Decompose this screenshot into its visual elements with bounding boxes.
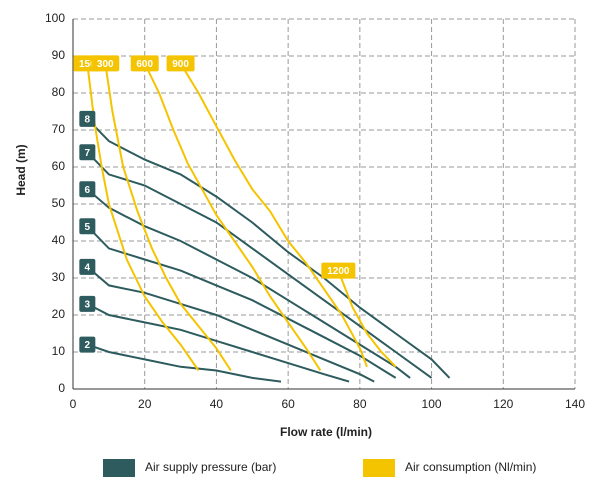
series-line bbox=[86, 63, 200, 372]
series-line bbox=[86, 188, 411, 379]
y-tick-label: 70 bbox=[52, 122, 66, 136]
series-tag-box bbox=[79, 295, 96, 312]
x-tick-label: 20 bbox=[138, 397, 152, 411]
series-tag: 1200 bbox=[327, 266, 350, 277]
series-tag: 3 bbox=[85, 300, 91, 311]
y-tick-label: 30 bbox=[52, 270, 66, 284]
series-tag: 8 bbox=[85, 115, 91, 126]
series-tag: 4 bbox=[85, 263, 91, 274]
series-tag-box bbox=[79, 181, 96, 198]
y-tick-label: 90 bbox=[52, 48, 66, 62]
y-tick-label: 20 bbox=[52, 307, 66, 321]
x-tick-label: 40 bbox=[210, 397, 224, 411]
y-tick-label: 40 bbox=[52, 233, 66, 247]
legend-label: Air supply pressure (bar) bbox=[145, 460, 276, 474]
series-line bbox=[143, 62, 322, 372]
series-tag: 300 bbox=[97, 59, 114, 70]
series-line bbox=[86, 151, 433, 379]
x-tick-label: 60 bbox=[281, 397, 295, 411]
series-tag-box bbox=[79, 336, 96, 353]
y-tick-label: 50 bbox=[52, 196, 66, 210]
legend-label: Air consumption (Nl/min) bbox=[405, 460, 536, 474]
x-tick-label: 100 bbox=[422, 397, 442, 411]
legend-swatch bbox=[103, 459, 135, 477]
legend-swatch bbox=[363, 459, 395, 477]
series-line bbox=[86, 266, 375, 383]
series-tag-box bbox=[79, 144, 96, 161]
y-tick-label: 100 bbox=[45, 11, 65, 25]
series-tag: 150 bbox=[79, 59, 96, 70]
y-tick-label: 10 bbox=[52, 344, 66, 358]
series-line bbox=[86, 118, 451, 379]
series-tag-box bbox=[91, 55, 120, 72]
series-tag: 900 bbox=[172, 59, 189, 70]
series-line bbox=[104, 63, 232, 372]
series-tag: 6 bbox=[85, 185, 91, 196]
series-tag-box bbox=[130, 55, 159, 72]
series-tag-box bbox=[321, 262, 356, 279]
series-tag-box bbox=[79, 218, 96, 235]
series-tag-box bbox=[79, 258, 96, 275]
series-line bbox=[86, 303, 350, 383]
series-tag: 5 bbox=[85, 222, 91, 233]
series-tag-box bbox=[79, 110, 96, 127]
series-tag-box bbox=[166, 55, 195, 72]
y-axis-title: Head (m) bbox=[14, 144, 28, 195]
y-tick-label: 0 bbox=[58, 381, 65, 395]
y-tick-label: 80 bbox=[52, 85, 66, 99]
x-tick-label: 120 bbox=[493, 397, 513, 411]
series-tag: 7 bbox=[85, 148, 91, 159]
x-axis-title: Flow rate (l/min) bbox=[280, 425, 372, 439]
series-line bbox=[179, 62, 368, 368]
series-tag: 2 bbox=[85, 340, 91, 351]
series-tag: 600 bbox=[136, 59, 153, 70]
series-line bbox=[86, 343, 282, 383]
x-tick-label: 0 bbox=[70, 397, 77, 411]
x-tick-label: 80 bbox=[353, 397, 367, 411]
x-tick-label: 140 bbox=[565, 397, 585, 411]
y-tick-label: 60 bbox=[52, 159, 66, 173]
series-line bbox=[337, 270, 397, 368]
series-line bbox=[86, 225, 397, 379]
